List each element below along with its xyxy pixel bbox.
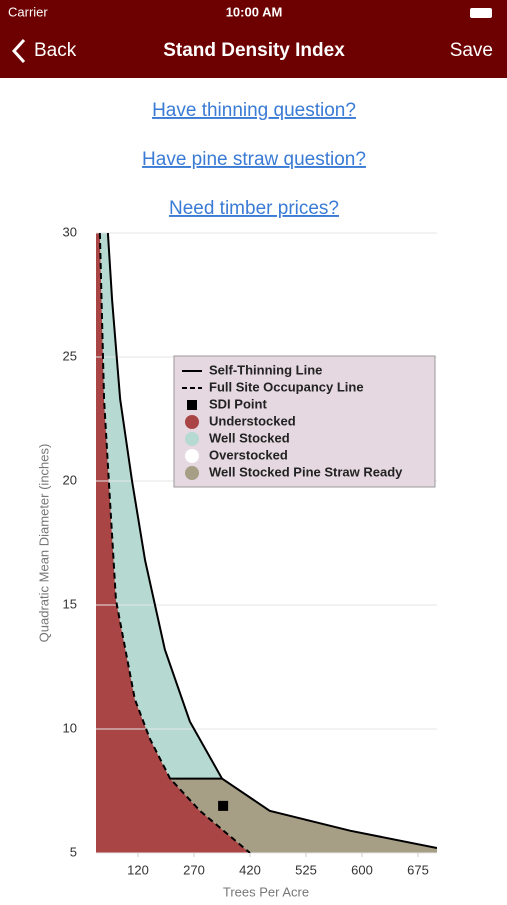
link[interactable]: Have pine straw question? <box>142 149 366 170</box>
time: 10:00 AM <box>226 4 283 19</box>
legend-label: SDI Point <box>209 396 267 411</box>
y-tick-label: 10 <box>63 720 77 735</box>
back-button[interactable]: Back <box>34 40 77 61</box>
save-button[interactable]: Save <box>450 40 493 61</box>
series-line <box>106 233 437 850</box>
nav-bar <box>0 0 507 78</box>
x-tick-label: 270 <box>183 862 205 877</box>
legend-label: Well Stocked Pine Straw Ready <box>209 464 403 479</box>
battery <box>470 8 492 18</box>
legend-label: Well Stocked <box>209 430 290 445</box>
legend-swatch <box>185 449 199 463</box>
pine-straw-region <box>170 778 437 853</box>
y-tick-label: 20 <box>63 472 77 487</box>
legend-swatch <box>185 466 199 480</box>
back-icon[interactable] <box>11 38 26 64</box>
legend-swatch <box>185 432 199 446</box>
nav-title: Stand Density Index <box>163 40 345 61</box>
legend-label: Full Site Occupancy Line <box>209 379 364 394</box>
link[interactable]: Need timber prices? <box>169 198 339 219</box>
lines <box>98 233 437 853</box>
x-axis-label: Trees Per Acre <box>223 884 309 899</box>
x-tick-label: 525 <box>295 862 317 877</box>
y-tick-label: 5 <box>70 844 77 859</box>
x-tick-label: 420 <box>239 862 261 877</box>
legend-box <box>173 355 436 488</box>
x-tick-label: 675 <box>407 862 429 877</box>
link[interactable]: Have thinning question? <box>152 100 356 121</box>
sdi-point <box>218 800 229 811</box>
y-tick-label: 15 <box>63 596 77 611</box>
legend-swatch <box>185 415 199 429</box>
legend-label: Overstocked <box>209 447 288 462</box>
regions <box>96 233 437 853</box>
legend-label: Understocked <box>209 413 296 428</box>
y-tick-label: 25 <box>63 348 77 363</box>
axes: 5 10 15 20 25 30 120 270 420 525 600 675 <box>63 224 429 877</box>
y-tick-label: 30 <box>63 224 77 239</box>
legend-label: Self-Thinning Line <box>209 362 322 377</box>
x-tick-label: 600 <box>351 862 373 877</box>
y-axis-label: Quadratic Mean Diameter (inches) <box>36 444 51 643</box>
series-line <box>98 233 251 853</box>
well-stocked-region <box>99 233 222 779</box>
carrier: Carrier <box>8 4 48 19</box>
understocked-region <box>96 233 250 853</box>
legend-marker <box>187 400 197 410</box>
x-tick-label: 120 <box>127 862 149 877</box>
legend: Self-Thinning Line Full Site Occupancy Li… <box>173 355 436 488</box>
